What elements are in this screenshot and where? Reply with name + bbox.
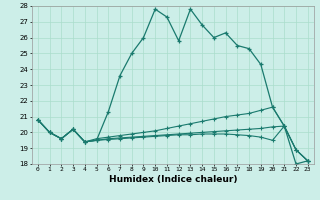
X-axis label: Humidex (Indice chaleur): Humidex (Indice chaleur) <box>108 175 237 184</box>
